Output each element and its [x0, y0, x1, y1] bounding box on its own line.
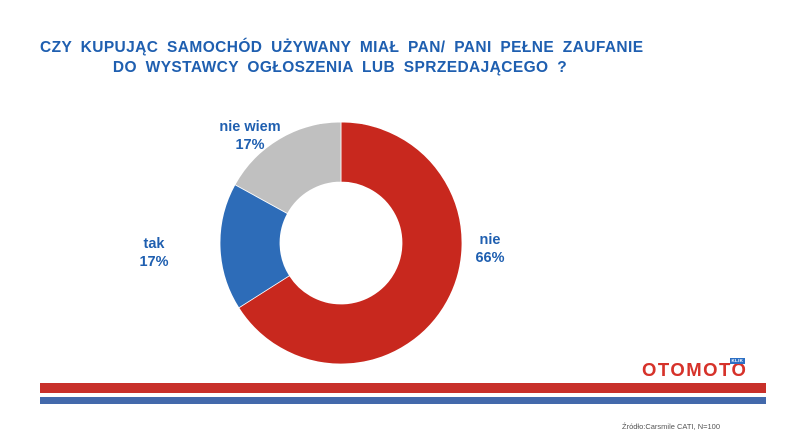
footer-stripe-red — [40, 383, 766, 393]
slice-label-nie: nie — [480, 232, 501, 248]
donut-slice-nie-wiem — [234, 121, 342, 215]
slice-value-nie-wiem: 17% — [235, 137, 264, 153]
chart-title: CZY KUPUJĄC SAMOCHÓD UŻYWANY MIAŁ PAN/ P… — [40, 38, 644, 78]
otomoto-logo-badge: KLIK — [730, 358, 745, 364]
otomoto-logo: OTOMOTO — [642, 359, 748, 380]
slice-value-nie: 66% — [475, 250, 504, 266]
donut-slices — [219, 121, 463, 365]
donut-slice-nie — [238, 121, 463, 365]
footer-stripe-blue — [40, 397, 766, 404]
chart-title-line-2: DO WYSTAWCY OGŁOSZENIA LUB SPRZEDAJĄCEGO… — [112, 59, 568, 76]
slice-value-tak: 17% — [139, 254, 168, 270]
chart-title-line-1: CZY KUPUJĄC SAMOCHÓD UŻYWANY MIAŁ PAN/ P… — [40, 39, 644, 56]
slice-label-nie-wiem: nie wiem — [219, 119, 280, 135]
slice-label-tak: tak — [144, 236, 166, 252]
donut-labels: nie 66% tak 17% nie wiem 17% — [139, 119, 504, 270]
source-note: Źródło:Carsmile CATI, N=100 — [622, 422, 721, 431]
